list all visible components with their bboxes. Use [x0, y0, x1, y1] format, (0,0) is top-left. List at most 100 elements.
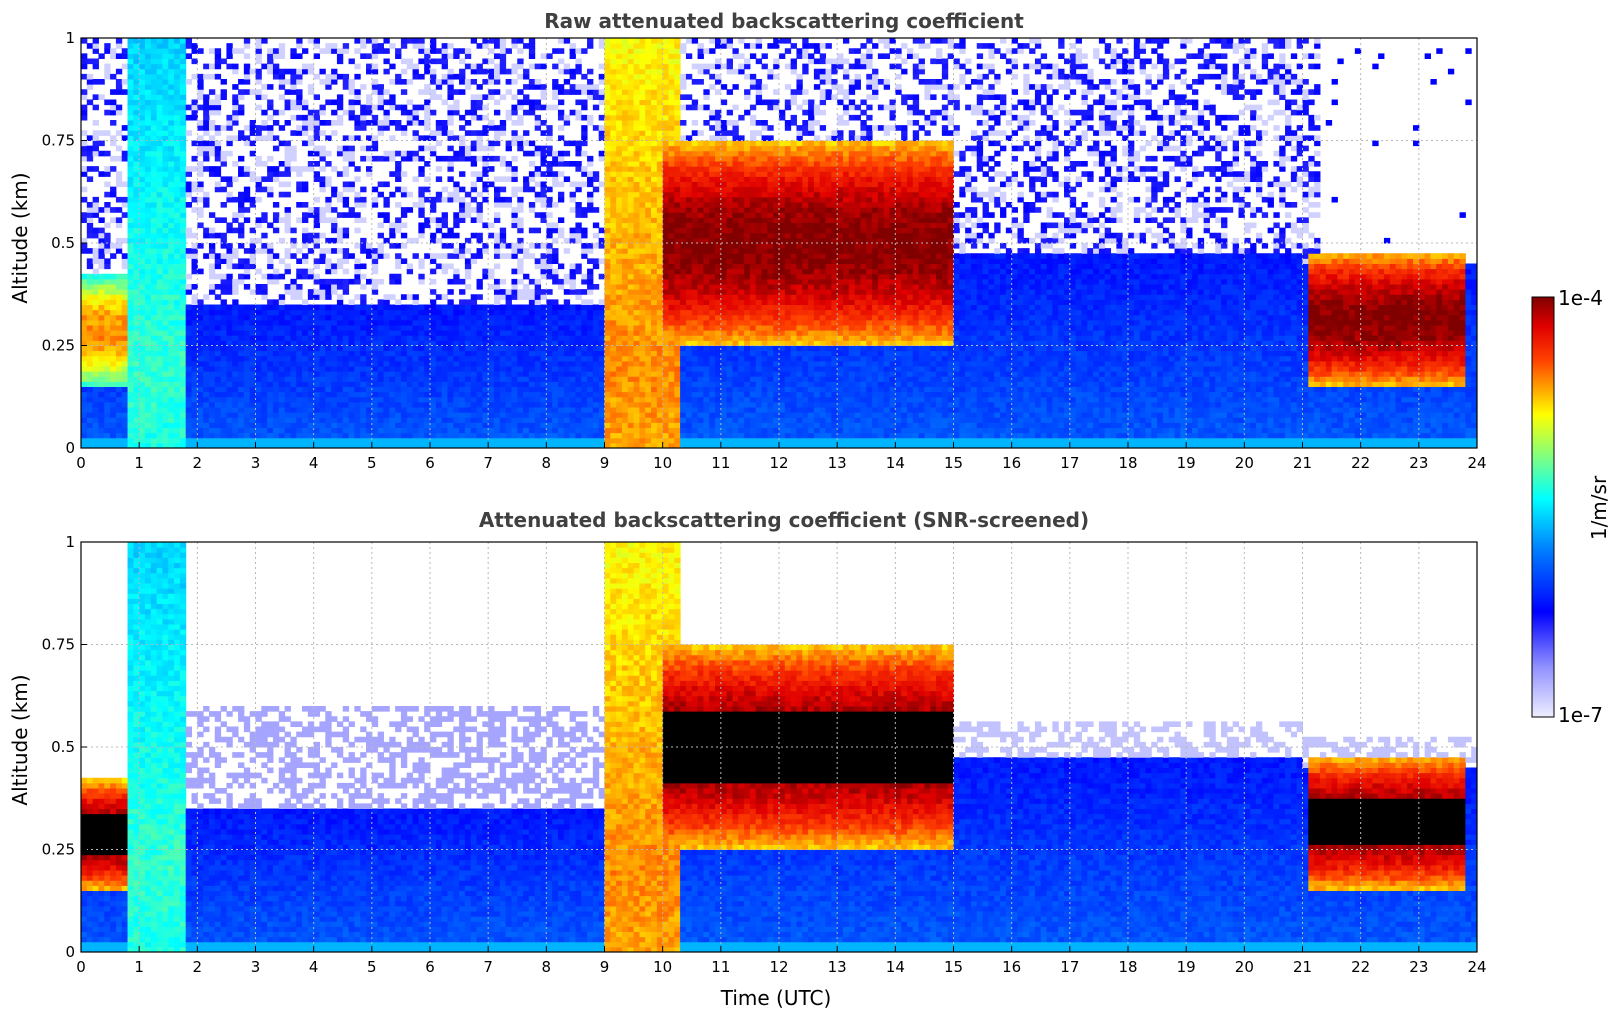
- heatmap-cell: [570, 161, 576, 167]
- heatmap-cell: [337, 397, 343, 403]
- heatmap-cell: [145, 356, 151, 362]
- heatmap-cell: [151, 315, 157, 321]
- heatmap-cell: [354, 89, 360, 95]
- heatmap-cell: [81, 294, 87, 300]
- heatmap-cell: [442, 243, 448, 249]
- heatmap-cell: [232, 371, 238, 377]
- heatmap-cell: [575, 207, 581, 213]
- heatmap-cell: [447, 381, 453, 387]
- heatmap-cell: [186, 366, 192, 372]
- heatmap-cell: [407, 412, 413, 418]
- heatmap-cell: [162, 151, 168, 157]
- heatmap-cell: [383, 376, 389, 382]
- heatmap-cell: [511, 371, 517, 377]
- heatmap-cell: [453, 412, 459, 418]
- heatmap-cell: [232, 48, 238, 54]
- heatmap-cell: [325, 279, 331, 285]
- heatmap-cell: [145, 217, 151, 223]
- heatmap-cell: [413, 315, 419, 321]
- heatmap-cell: [511, 207, 517, 213]
- heatmap-cell: [605, 392, 611, 398]
- heatmap-cell: [139, 217, 145, 223]
- heatmap-cell: [319, 105, 325, 111]
- heatmap-cell: [593, 264, 599, 270]
- heatmap-cell: [302, 356, 308, 362]
- heatmap-cell: [511, 176, 517, 182]
- heatmap-cell: [302, 335, 308, 341]
- heatmap-cell: [273, 176, 279, 182]
- heatmap-cell: [296, 258, 302, 264]
- heatmap-cell: [546, 130, 552, 136]
- heatmap-cell: [174, 381, 180, 387]
- heatmap-cell: [401, 366, 407, 372]
- heatmap-cell: [546, 422, 552, 428]
- heatmap-cell: [570, 207, 576, 213]
- heatmap-cell: [256, 176, 262, 182]
- heatmap-cell: [226, 228, 232, 234]
- heatmap-cell: [145, 392, 151, 398]
- heatmap-cell: [319, 402, 325, 408]
- heatmap-cell: [162, 397, 168, 403]
- heatmap-cell: [360, 187, 366, 193]
- heatmap-cell: [511, 366, 517, 372]
- heatmap-cell: [244, 397, 250, 403]
- heatmap-cell: [558, 48, 564, 54]
- heatmap-cell: [209, 233, 215, 239]
- heatmap-cell: [151, 299, 157, 305]
- heatmap-cell: [343, 330, 349, 336]
- heatmap-cell: [285, 269, 291, 275]
- heatmap-cell: [477, 141, 483, 147]
- heatmap-cell: [459, 146, 465, 152]
- heatmap-cell: [430, 371, 436, 377]
- heatmap-cell: [494, 356, 500, 362]
- heatmap-cell: [465, 402, 471, 408]
- heatmap-cell: [471, 351, 477, 357]
- heatmap-cell: [500, 330, 506, 336]
- heatmap-cell: [209, 361, 215, 367]
- heatmap-cell: [325, 161, 331, 167]
- heatmap-cell: [273, 146, 279, 152]
- heatmap-cell: [331, 279, 337, 285]
- heatmap-cell: [349, 387, 355, 393]
- heatmap-cell: [325, 217, 331, 223]
- heatmap-cell: [506, 115, 512, 121]
- heatmap-cell: [296, 69, 302, 75]
- heatmap-cell: [325, 100, 331, 106]
- heatmap-cell: [407, 402, 413, 408]
- heatmap-cell: [302, 243, 308, 249]
- heatmap-cell: [535, 315, 541, 321]
- heatmap-cell: [87, 151, 93, 157]
- heatmap-cell: [552, 351, 558, 357]
- heatmap-cell: [465, 387, 471, 393]
- heatmap-cell: [116, 110, 122, 116]
- heatmap-cell: [162, 187, 168, 193]
- heatmap-cell: [459, 325, 465, 331]
- heatmap-cell: [343, 284, 349, 290]
- heatmap-cell: [465, 325, 471, 331]
- heatmap-cell: [110, 315, 116, 321]
- heatmap-cell: [570, 422, 576, 428]
- heatmap-cell: [372, 64, 378, 70]
- heatmap-cell: [552, 371, 558, 377]
- heatmap-cell: [221, 346, 227, 352]
- heatmap-cell: [418, 156, 424, 162]
- heatmap-cell: [331, 315, 337, 321]
- heatmap-cell: [401, 320, 407, 326]
- heatmap-cell: [81, 279, 87, 285]
- heatmap-cell: [564, 161, 570, 167]
- heatmap-cell: [145, 197, 151, 203]
- heatmap-cell: [395, 166, 401, 172]
- heatmap-cell: [552, 156, 558, 162]
- heatmap-cell: [575, 202, 581, 208]
- heatmap-cell: [302, 381, 308, 387]
- heatmap-cell: [535, 356, 541, 362]
- heatmap-cell: [581, 89, 587, 95]
- heatmap-cell: [203, 417, 209, 423]
- heatmap-cell: [279, 320, 285, 326]
- heatmap-cell: [465, 412, 471, 418]
- heatmap-cell: [302, 258, 308, 264]
- heatmap-cell: [180, 192, 186, 198]
- heatmap-cell: [128, 274, 134, 280]
- heatmap-cell: [593, 397, 599, 403]
- heatmap-cell: [459, 433, 465, 439]
